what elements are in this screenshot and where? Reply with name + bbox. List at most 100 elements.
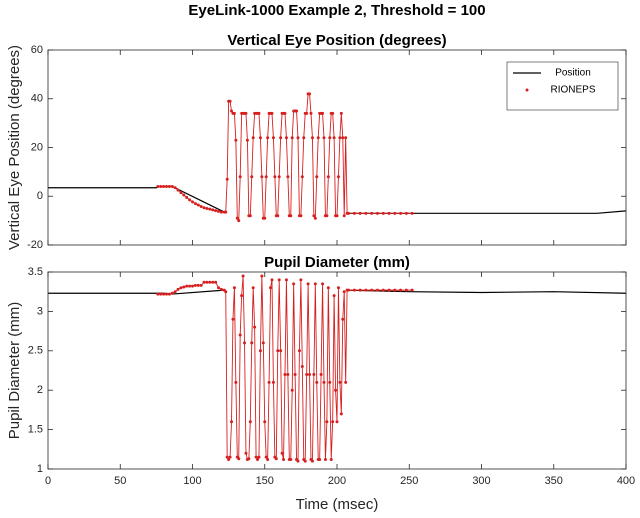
x-tick-label: 150 bbox=[256, 475, 274, 487]
series-marker bbox=[308, 92, 312, 96]
series-marker bbox=[303, 459, 307, 463]
series-marker bbox=[286, 372, 290, 376]
series-marker bbox=[306, 282, 310, 286]
y-tick-label: 2.5 bbox=[28, 345, 43, 357]
y-axis-label: Vertical Eye Position (degrees) bbox=[6, 45, 23, 250]
series-marker bbox=[364, 288, 368, 292]
series-marker bbox=[253, 325, 257, 329]
series-marker bbox=[387, 288, 391, 292]
series-marker bbox=[254, 455, 258, 459]
series-marker bbox=[282, 458, 286, 462]
series-marker bbox=[176, 287, 180, 291]
series-marker bbox=[211, 280, 215, 284]
series-marker bbox=[399, 211, 403, 215]
series-marker bbox=[185, 284, 189, 288]
series-marker bbox=[170, 185, 174, 188]
series-marker bbox=[339, 412, 343, 416]
y-tick-label: 60 bbox=[31, 44, 43, 56]
series-marker bbox=[381, 288, 385, 292]
series-marker bbox=[310, 459, 314, 463]
series-marker bbox=[315, 380, 319, 384]
series-marker bbox=[299, 214, 303, 218]
series-marker bbox=[266, 136, 270, 140]
series-marker bbox=[162, 292, 166, 296]
y-tick-label: 0 bbox=[37, 190, 43, 202]
series-marker bbox=[238, 333, 242, 337]
series-marker bbox=[280, 451, 284, 455]
series-marker bbox=[173, 186, 177, 190]
series-marker bbox=[404, 211, 408, 215]
series-marker bbox=[325, 420, 329, 424]
series-marker bbox=[293, 372, 297, 376]
series-marker bbox=[322, 380, 326, 384]
series-marker bbox=[208, 207, 212, 211]
series-marker bbox=[316, 136, 320, 140]
series-marker bbox=[286, 175, 290, 179]
series-marker bbox=[326, 175, 330, 179]
series-marker bbox=[250, 175, 254, 179]
series-marker bbox=[191, 200, 194, 204]
series-marker bbox=[235, 216, 239, 220]
series-marker bbox=[219, 210, 223, 214]
series-marker bbox=[185, 195, 189, 199]
series-marker bbox=[257, 111, 261, 115]
series-marker bbox=[302, 136, 306, 140]
series-marker bbox=[370, 288, 374, 292]
axes-frame bbox=[47, 271, 627, 470]
series-marker bbox=[326, 286, 330, 290]
series-marker bbox=[310, 136, 314, 140]
series-marker bbox=[276, 214, 280, 218]
series-marker bbox=[234, 380, 238, 384]
series-marker bbox=[228, 455, 232, 459]
series-marker bbox=[196, 283, 200, 287]
series-marker bbox=[217, 286, 221, 290]
series-marker bbox=[352, 211, 356, 215]
series-marker bbox=[347, 288, 351, 292]
series-marker bbox=[182, 193, 186, 197]
series-marker bbox=[308, 372, 312, 376]
series-marker bbox=[205, 280, 209, 284]
series-marker bbox=[410, 288, 414, 292]
series-marker bbox=[202, 280, 206, 284]
series-marker bbox=[295, 109, 299, 113]
legend-label: RIONEPS bbox=[550, 85, 595, 96]
series-marker bbox=[244, 111, 248, 115]
subplot-title: Pupil Diameter (mm) bbox=[264, 254, 410, 271]
series-marker bbox=[328, 136, 332, 140]
series-marker bbox=[167, 185, 171, 188]
series-marker bbox=[312, 214, 316, 218]
series-marker bbox=[214, 280, 218, 284]
series-marker bbox=[179, 286, 183, 290]
series-marker bbox=[284, 136, 288, 140]
y-tick-label: -20 bbox=[27, 239, 43, 251]
series-marker bbox=[370, 211, 374, 215]
series-marker bbox=[404, 288, 408, 292]
series-marker bbox=[164, 292, 168, 296]
series-marker bbox=[269, 286, 273, 290]
series-marker bbox=[182, 285, 186, 289]
y-tick-label: 1 bbox=[37, 463, 43, 475]
series-marker bbox=[260, 274, 264, 278]
series-marker bbox=[358, 288, 362, 292]
series-marker bbox=[251, 136, 255, 140]
series-marker bbox=[266, 458, 270, 462]
series-marker bbox=[312, 372, 316, 376]
series-marker bbox=[237, 219, 241, 223]
series-marker bbox=[196, 203, 200, 207]
x-tick-label: 100 bbox=[183, 475, 201, 487]
figure-title: EyeLink-1000 Example 2, Threshold = 100 bbox=[188, 2, 485, 19]
series-marker bbox=[344, 380, 348, 384]
series-marker bbox=[231, 317, 235, 321]
series-marker bbox=[224, 290, 228, 294]
x-tick-label: 400 bbox=[617, 475, 635, 487]
series-marker bbox=[338, 136, 342, 140]
series-marker bbox=[258, 349, 262, 353]
series-marker bbox=[305, 111, 309, 115]
x-tick-label: 0 bbox=[45, 475, 51, 487]
legend-marker bbox=[525, 88, 529, 92]
series-marker bbox=[205, 206, 209, 210]
series-marker bbox=[264, 175, 268, 179]
series-marker bbox=[176, 188, 180, 192]
series-marker bbox=[290, 136, 294, 140]
